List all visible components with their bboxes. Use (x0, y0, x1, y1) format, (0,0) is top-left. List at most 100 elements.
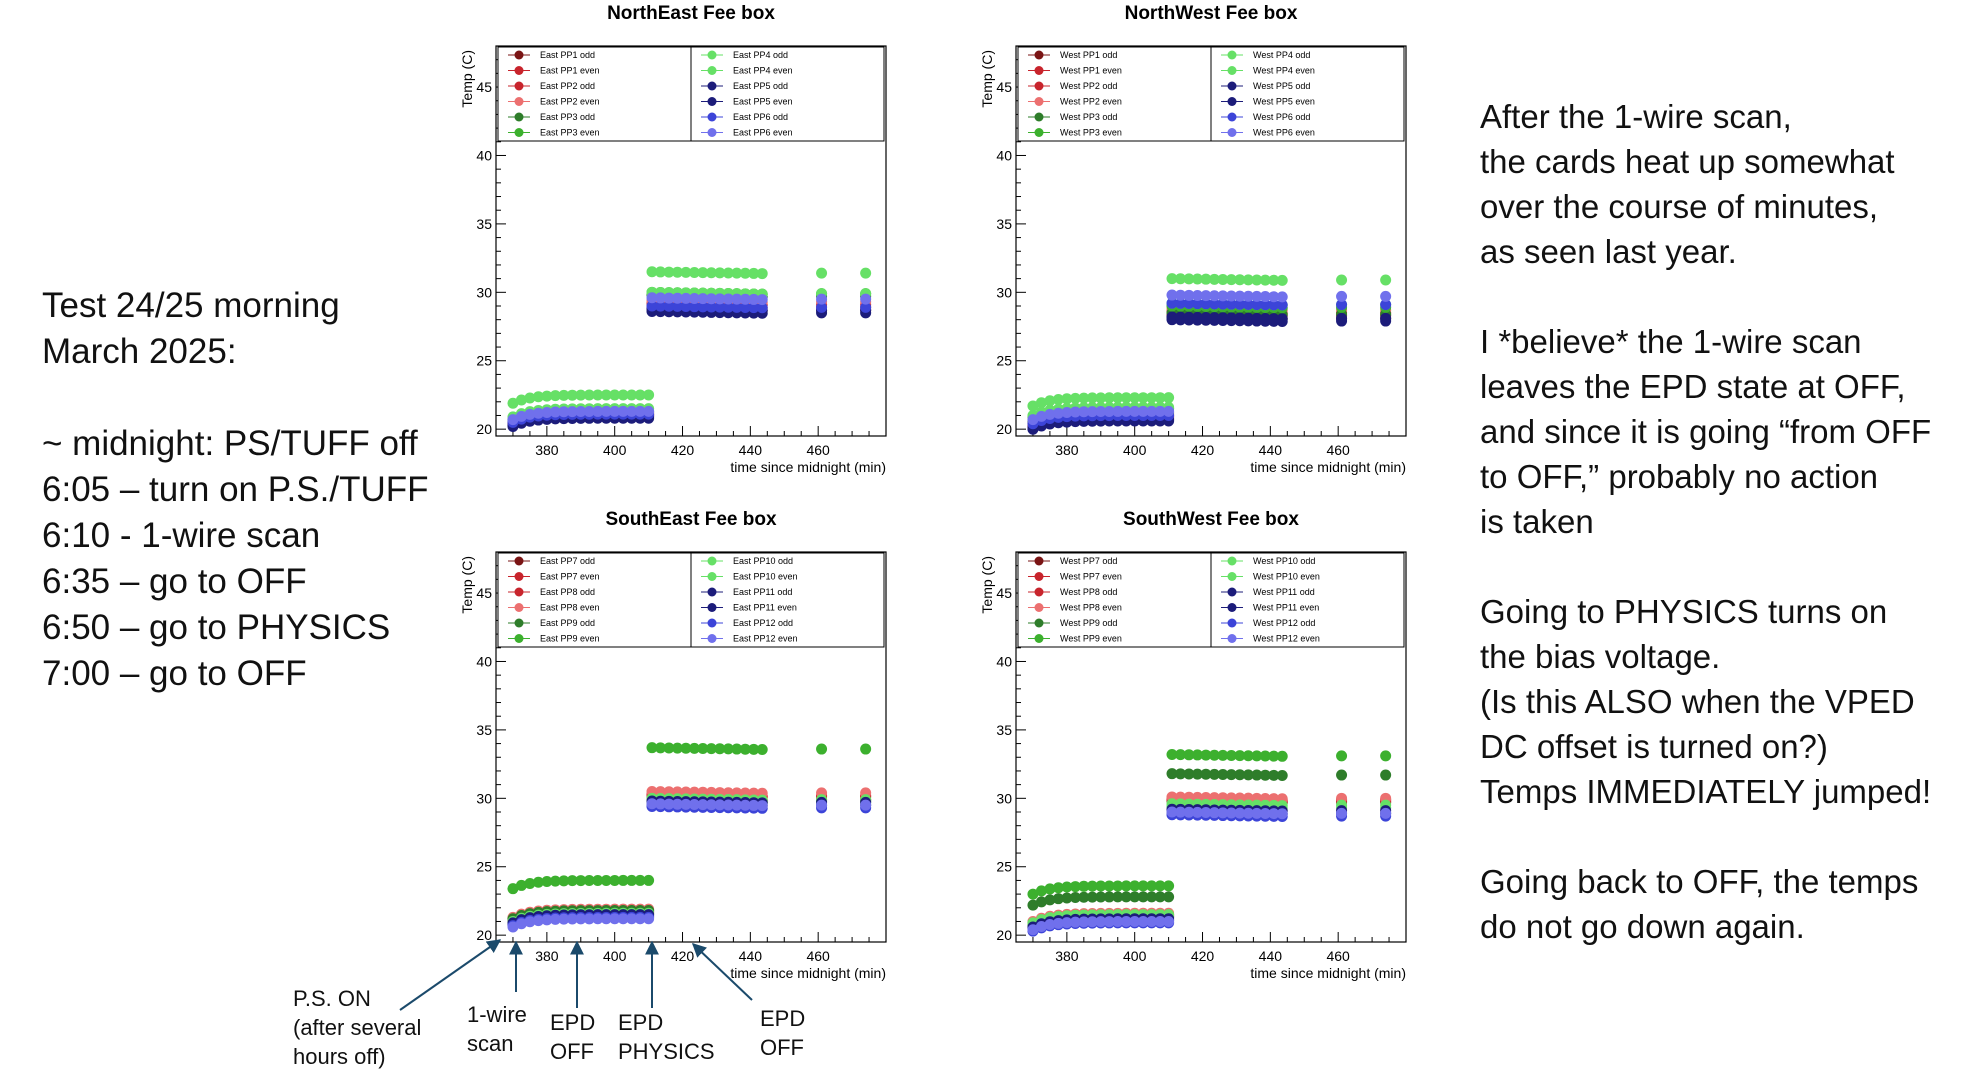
legend-marker (707, 66, 717, 75)
chart-southwest: SouthWest Fee box 20 25 30 35 40 45 380 400 420 44… (960, 506, 1440, 986)
data-point (1154, 880, 1166, 892)
data-point (1268, 808, 1280, 820)
y-tick-label: 20 (996, 927, 1012, 943)
data-point (1200, 298, 1212, 310)
y-tick-label: 35 (476, 216, 492, 232)
data-point (1191, 289, 1203, 301)
data-point (1251, 274, 1263, 286)
data-point (617, 913, 629, 925)
data-point (524, 877, 536, 889)
legend-label: East PP2 even (540, 97, 600, 107)
series-west-pp9-even (1027, 749, 1392, 900)
legend-label: West PP8 odd (1060, 587, 1117, 597)
data-point (1078, 880, 1090, 892)
data-point (1208, 749, 1220, 761)
y-tick-label: 30 (476, 284, 492, 300)
data-point (507, 921, 519, 933)
data-point (1146, 392, 1158, 404)
right-notes-line: After the 1-wire scan, (1480, 98, 1792, 135)
data-point (1112, 880, 1124, 892)
data-point (1095, 406, 1107, 418)
data-point (671, 742, 683, 754)
data-point (1163, 392, 1175, 404)
data-point (816, 799, 828, 811)
legend-label: West PP5 even (1253, 97, 1315, 107)
data-point (1174, 289, 1186, 301)
data-point (1208, 290, 1220, 302)
annotation-1wire-scan: 1-wire scan (467, 1002, 527, 1056)
data-point (558, 913, 570, 925)
legend-label: East PP2 odd (540, 81, 595, 91)
chart-title: SouthWest Fee box (1123, 509, 1299, 530)
data-point (714, 267, 726, 279)
data-point (600, 389, 612, 401)
y-tick-label: 20 (996, 421, 1012, 437)
data-point (748, 302, 760, 314)
data-point (739, 293, 751, 305)
data-point (646, 742, 658, 754)
data-point (1242, 807, 1254, 819)
data-point (1035, 397, 1047, 409)
left-notes-line: March 2025: (42, 332, 237, 371)
legend-label: West PP4 even (1253, 66, 1315, 76)
data-point (1137, 915, 1149, 927)
right-notes-line: (Is this ALSO when the VPED (1480, 683, 1915, 720)
data-point (1259, 769, 1271, 781)
data-point (1174, 749, 1186, 761)
data-point (600, 913, 612, 925)
data-point (663, 798, 675, 810)
data-point (600, 874, 612, 886)
data-point (1259, 808, 1271, 820)
x-tick-label: 460 (806, 948, 830, 964)
data-point (731, 799, 743, 811)
data-point (1217, 312, 1229, 324)
right-notes-line: the cards heat up somewhat (1480, 143, 1895, 180)
data-point (1174, 311, 1186, 323)
x-tick-label: 420 (1191, 948, 1215, 964)
data-point (1242, 750, 1254, 762)
data-point (600, 405, 612, 417)
legend-marker (514, 50, 524, 60)
x-axis-label: time since midnight (min) (730, 459, 886, 475)
data-point (1191, 298, 1203, 310)
left-notes-line: 6:05 – turn on P.S./TUFF (42, 470, 429, 509)
data-point (1268, 291, 1280, 303)
data-point (1183, 298, 1195, 310)
data-point (634, 389, 646, 401)
data-point (566, 875, 578, 887)
data-point (1217, 273, 1229, 285)
data-point (575, 913, 587, 925)
data-point (680, 742, 692, 754)
data-point (1044, 408, 1056, 420)
data-point (558, 389, 570, 401)
data-point (1120, 916, 1132, 928)
data-point (634, 405, 646, 417)
data-point (860, 743, 872, 755)
data-point (680, 292, 692, 304)
data-point (1276, 299, 1288, 311)
x-tick-label: 440 (1259, 442, 1283, 458)
data-point (1276, 769, 1288, 781)
data-point (1078, 392, 1090, 404)
legend-label: East PP6 odd (733, 112, 788, 122)
x-tick-label: 400 (1123, 442, 1147, 458)
data-point (1027, 414, 1039, 426)
legend-label: West PP10 even (1253, 572, 1320, 582)
legend-marker (514, 634, 524, 643)
data-point (1166, 273, 1178, 285)
data-point (1234, 769, 1246, 781)
legend-marker (514, 603, 524, 612)
data-point (671, 266, 683, 278)
data-point (515, 879, 527, 891)
legend-marker (514, 128, 524, 137)
data-point (1183, 749, 1195, 761)
data-point (739, 799, 751, 811)
data-point (1200, 273, 1212, 285)
data-point (1268, 313, 1280, 325)
annotation-ps-on: P.S. ON (after several hours off) (293, 986, 422, 1069)
data-point (1276, 291, 1288, 303)
x-axis-label: time since midnight (min) (1250, 459, 1406, 475)
legend-label: West PP5 odd (1253, 81, 1310, 91)
legend-label: West PP1 odd (1060, 50, 1117, 60)
data-point (1137, 405, 1149, 417)
